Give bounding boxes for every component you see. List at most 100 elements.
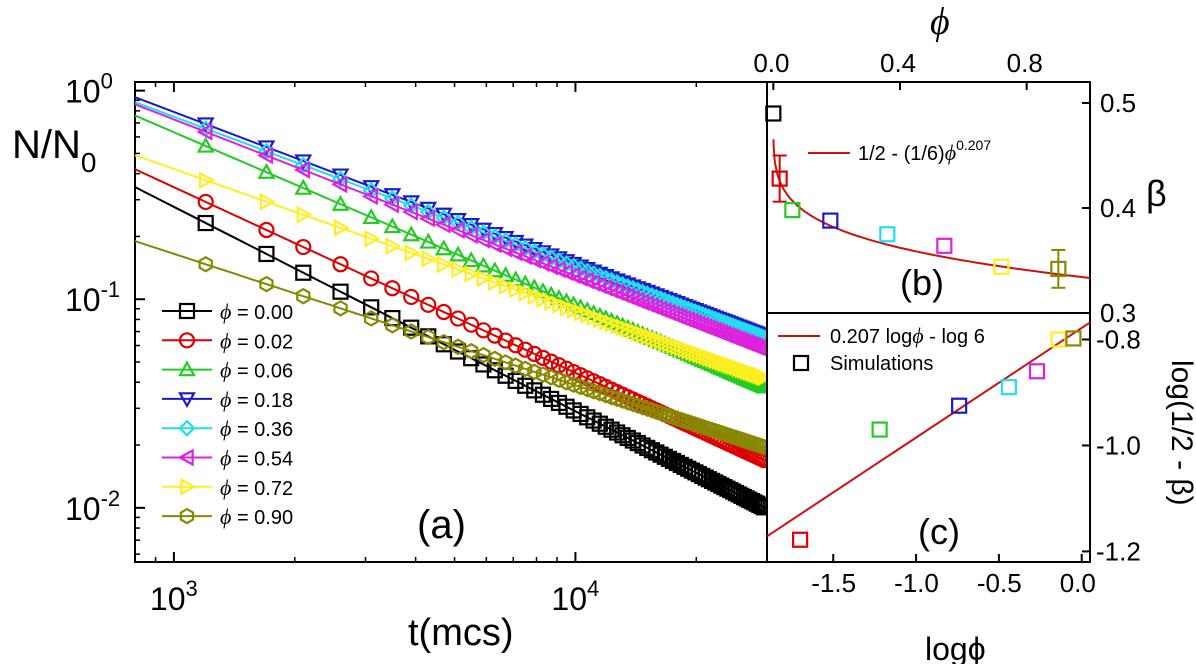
series-point-0.02 — [543, 353, 560, 370]
series-point-0.06 — [474, 256, 493, 273]
panel-c-label: (c) — [918, 511, 960, 552]
legend-marker-0.00 — [178, 302, 196, 320]
panel-b-fit-legend: 1/2 - (1/6)ϕ0.207 — [808, 137, 991, 165]
y-tick-exp: 0 — [101, 69, 113, 94]
panel-c-frame — [766, 312, 1091, 563]
series-point-0.90 — [508, 357, 523, 374]
legend-marker-0.02 — [178, 332, 196, 349]
series-point-0.72 — [421, 249, 438, 268]
fit-c-tail: - log 6 — [924, 326, 985, 348]
legend-marker-0.36 — [178, 419, 196, 437]
series-point-0.02 — [435, 303, 452, 321]
series-point-0.72 — [464, 265, 481, 283]
series-point-0.72 — [333, 219, 350, 237]
xlabel-c: logϕ — [925, 631, 986, 664]
legend-phi: ϕ — [220, 328, 231, 353]
c-x-tick-label: 0.0 — [1060, 568, 1096, 598]
series-point-0.90 — [615, 392, 630, 409]
legend-marker-0.72 — [180, 477, 197, 496]
series-point-0.06 — [294, 178, 313, 195]
x-tick-exp: 4 — [587, 576, 599, 601]
legend-phi: ϕ — [220, 358, 231, 383]
series-point-0.00 — [755, 499, 767, 516]
panel-c-fit-legend-text: 0.207 logϕ - log 6 — [830, 323, 985, 348]
legend-value: = 0.72 — [231, 478, 293, 500]
series-point-0.72 — [518, 284, 535, 303]
legend-label-0.02: ϕ = 0.02 — [220, 328, 293, 353]
legend-label-0.06: ϕ = 0.06 — [220, 358, 293, 383]
series-point-0.54 — [361, 187, 378, 206]
panel-b-content: 0.0 0.4 0.8 0.5 0.4 0.3 — [753, 48, 1136, 328]
series-point-0.06 — [257, 162, 276, 179]
x-tick-base: 10 — [150, 581, 186, 617]
series-point-0.06 — [496, 266, 515, 283]
series-point-0.72 — [757, 368, 767, 387]
series-point-0.54 — [448, 221, 465, 240]
legend-label-0.00: ϕ = 0.00 — [220, 299, 293, 324]
series-point-0.54 — [496, 239, 513, 258]
series-point-0.72 — [385, 237, 402, 256]
ylabel-subscript: 0 — [81, 147, 97, 178]
fit-b-main: 1/2 - (1/6) — [858, 143, 945, 165]
series-point-0.72 — [451, 260, 468, 279]
series-point-0.90 — [450, 338, 466, 356]
b-point — [822, 212, 839, 229]
b-y-tick-label: 0.3 — [1100, 298, 1136, 328]
series-point-0.00 — [609, 424, 626, 441]
c-point — [1028, 363, 1046, 380]
b-y-tick-label: 0.4 — [1100, 193, 1136, 223]
legend-phi: ϕ — [220, 446, 231, 471]
legend-marker-0.54 — [177, 448, 194, 467]
series-point-0.90 — [464, 342, 479, 360]
series-point-0.00 — [332, 283, 349, 300]
b-point — [879, 226, 896, 243]
series-point-0.06 — [462, 251, 481, 268]
series-point-0.00 — [526, 382, 543, 399]
fit-b-var: ϕ — [945, 140, 956, 165]
series-point-0.90 — [364, 310, 379, 327]
series-point-0.06 — [383, 217, 402, 234]
sim-legend-marker — [792, 354, 810, 372]
series-point-0.90 — [598, 386, 613, 404]
panel-a-label: (a) — [417, 503, 466, 547]
series-point-0.06 — [331, 194, 350, 211]
legend-marker-0.06 — [178, 360, 196, 377]
legend-marker-0.90 — [179, 507, 195, 525]
legend-marker-0.18 — [178, 392, 196, 409]
b-x-tick-label: 0.4 — [880, 48, 916, 78]
x-tick-label: 104 — [551, 576, 599, 617]
b-point — [1050, 260, 1067, 277]
series-point-0.02 — [526, 345, 543, 362]
c-fit-line — [766, 321, 1091, 538]
x-tick-label: 103 — [150, 576, 198, 617]
series-point-0.72 — [509, 280, 525, 299]
series-point-0.02 — [258, 221, 275, 239]
fit-c-main: 0.207 log — [830, 326, 912, 348]
series-point-0.06 — [419, 232, 438, 249]
c-point — [871, 421, 888, 438]
series-point-0.00 — [534, 386, 552, 403]
series-point-0.06 — [449, 245, 467, 262]
series-point-0.90 — [586, 382, 601, 400]
y-tick-base: 10 — [65, 74, 101, 110]
panel-b-fit-legend-text: 1/2 - (1/6)ϕ0.207 — [858, 137, 991, 165]
fit-c-var: ϕ — [912, 323, 923, 348]
series-point-0.06 — [196, 136, 215, 153]
fit-b-exp: 0.207 — [956, 137, 991, 153]
series-point-0.54 — [485, 235, 502, 254]
panel-c-fit-legend: 0.207 logϕ - log 6 Simulations — [778, 323, 985, 375]
series-point-0.90 — [404, 323, 419, 340]
series-point-0.06 — [434, 239, 453, 256]
series-point-0.06 — [550, 289, 568, 306]
series-point-0.54 — [196, 122, 213, 141]
legend-value: = 0.06 — [231, 361, 293, 383]
series-point-0.02 — [363, 270, 380, 287]
series-point-0.54 — [383, 195, 400, 214]
series-point-0.90 — [198, 255, 213, 273]
legend-label-0.18: ϕ = 0.18 — [220, 387, 293, 412]
series-point-0.90 — [421, 328, 436, 346]
series-point-0.54 — [434, 215, 451, 234]
y-tick-label: 10-1 — [65, 277, 120, 318]
series-point-0.02 — [420, 296, 437, 313]
series-point-0.72 — [296, 205, 313, 224]
